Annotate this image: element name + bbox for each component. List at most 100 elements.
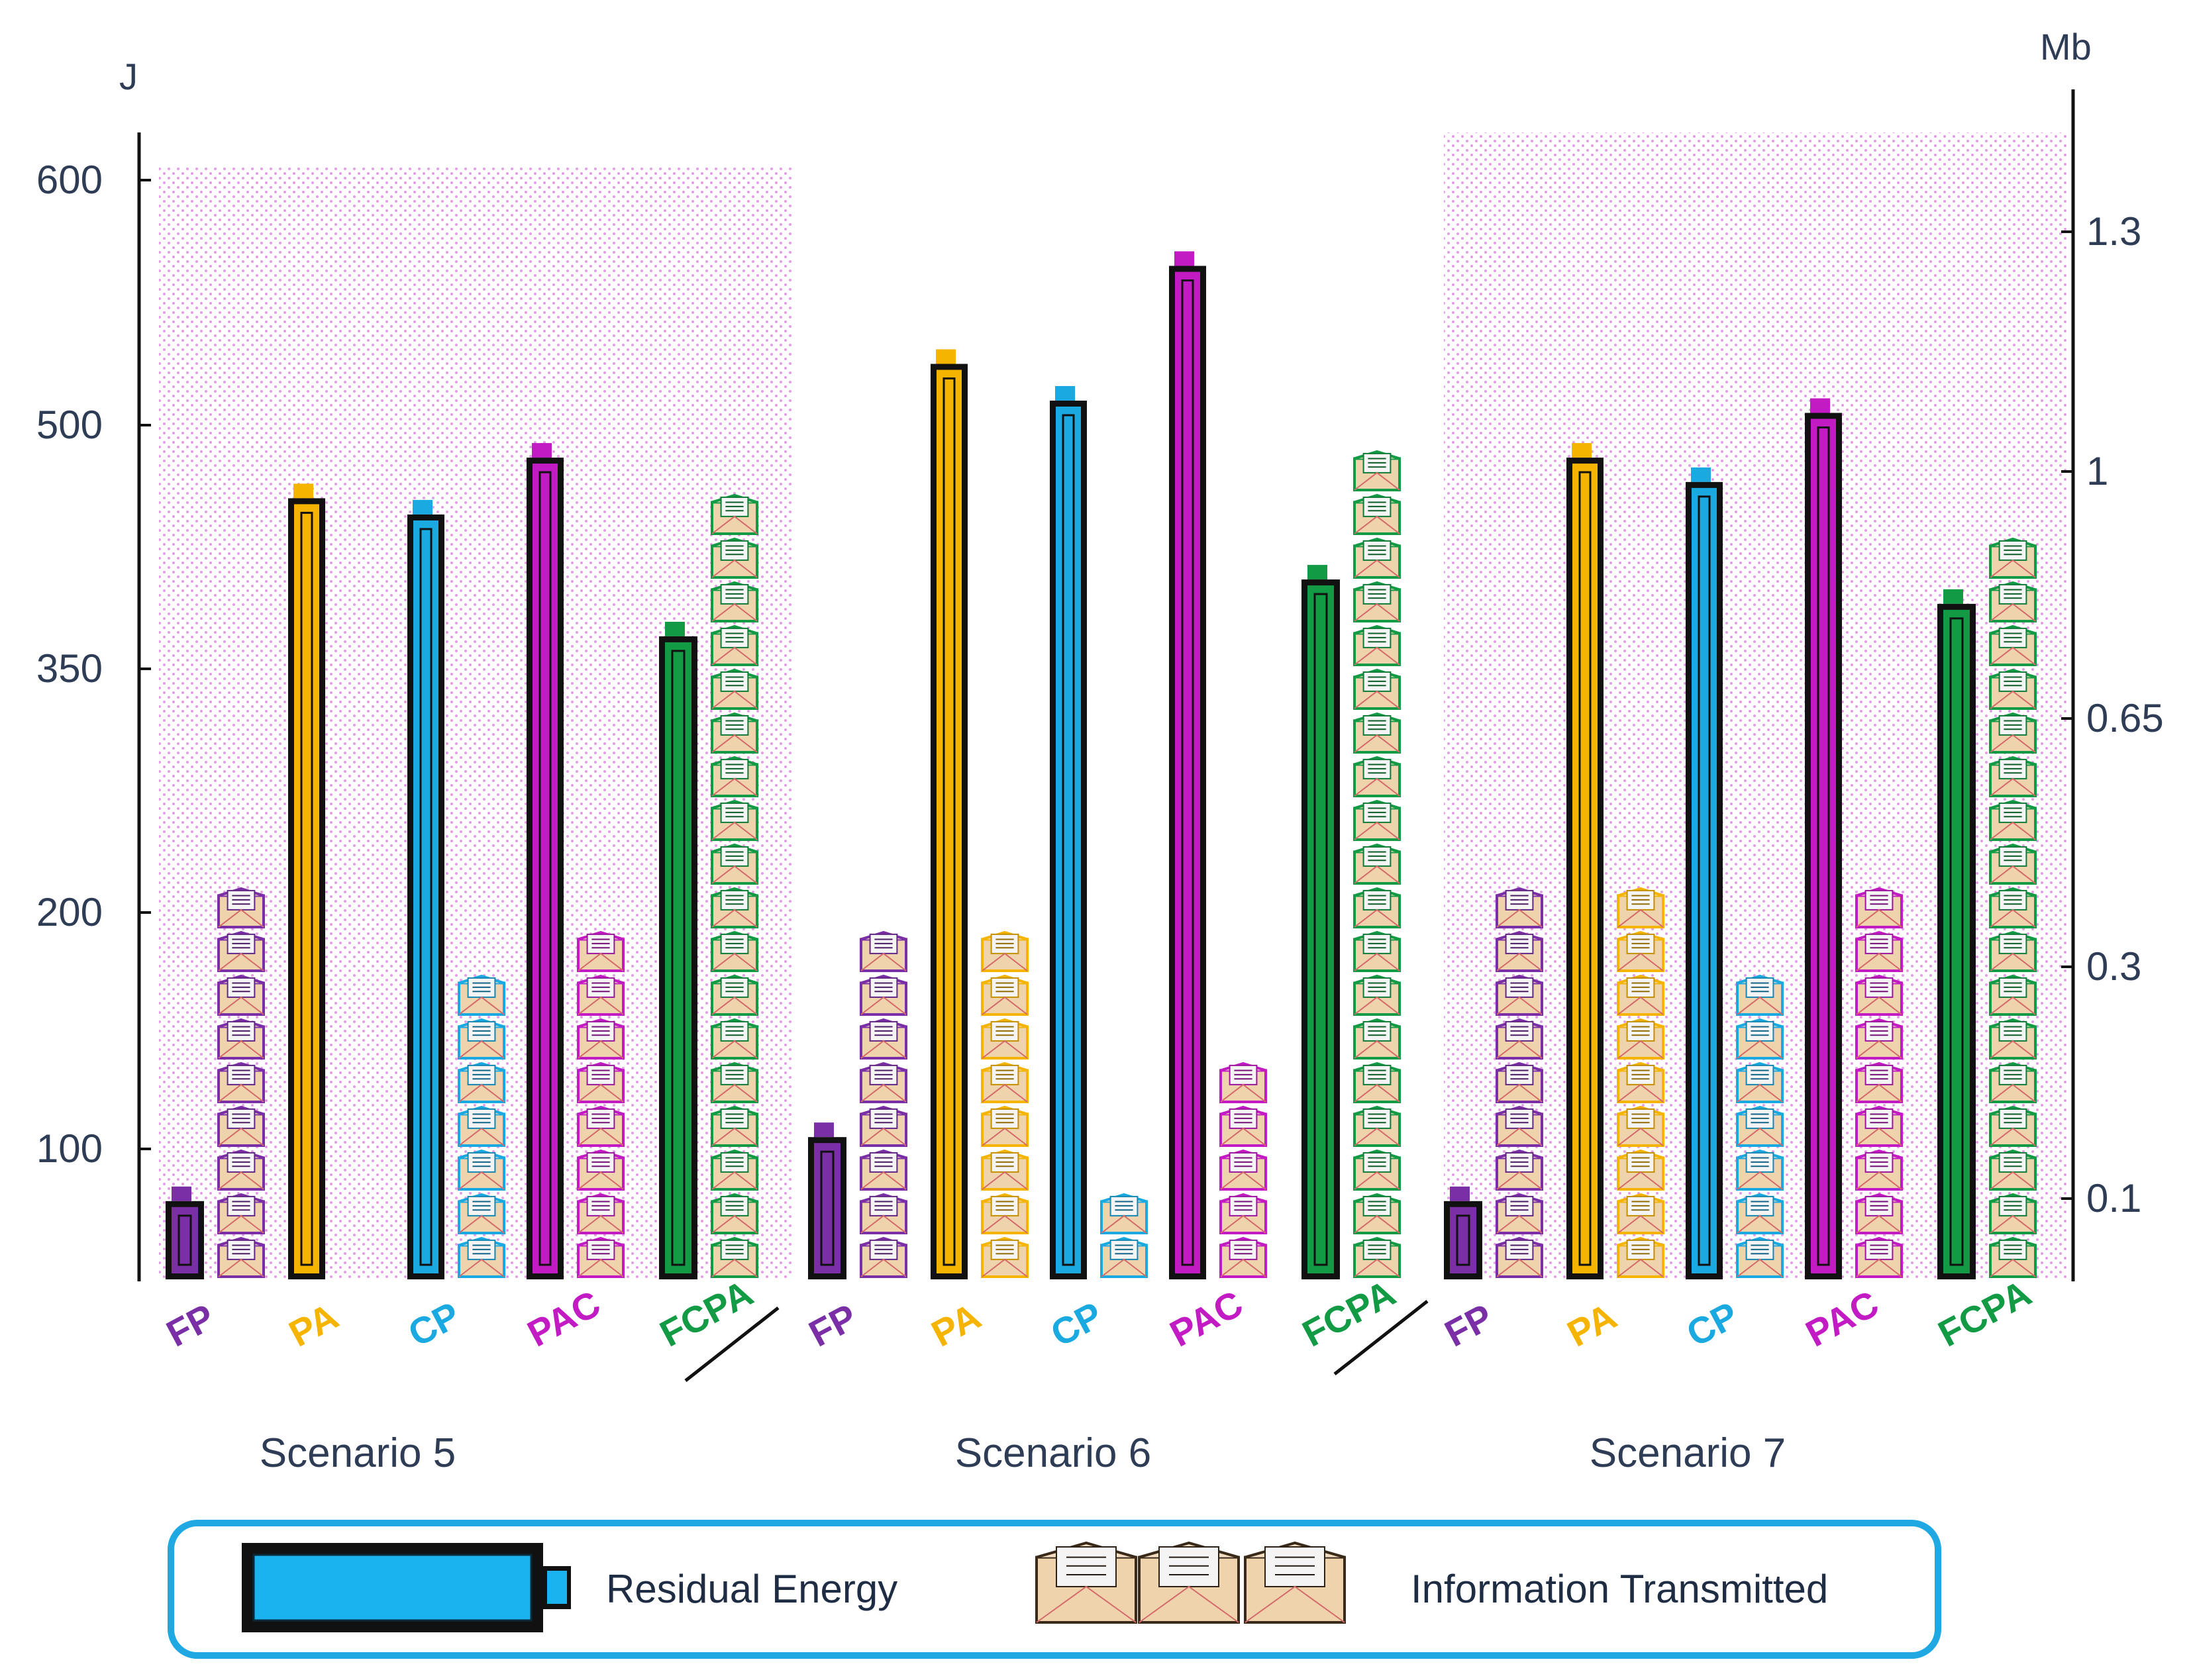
scenario-separator-1 xyxy=(684,1307,780,1382)
envelope xyxy=(577,1105,625,1147)
envelope xyxy=(981,1236,1029,1278)
envelope xyxy=(1989,756,2037,797)
left-tick-label: 200 xyxy=(36,890,103,934)
envelope xyxy=(1989,624,2037,667)
envelope xyxy=(217,1062,265,1103)
info-stack-scenario-7-fcpa xyxy=(1989,537,2037,1278)
envelope xyxy=(217,1105,265,1147)
legend-residual-energy: Residual Energy xyxy=(606,1567,897,1611)
bar-scenario-5-fcpa xyxy=(659,621,697,1279)
envelope xyxy=(711,756,758,797)
envelope xyxy=(1617,1149,1664,1191)
envelope xyxy=(1219,1149,1267,1191)
envelope xyxy=(1617,1018,1664,1060)
envelope xyxy=(458,1236,505,1278)
info-stack-scenario-7-pa xyxy=(1617,887,1664,1278)
envelope xyxy=(1353,974,1401,1016)
bar-scenario-6-pa xyxy=(931,349,968,1279)
envelope xyxy=(981,974,1029,1016)
envelope xyxy=(1496,1018,1543,1060)
envelope xyxy=(1100,1193,1148,1234)
envelope xyxy=(1989,1062,2037,1103)
battery-cap xyxy=(172,1186,191,1201)
left-axis-unit: J xyxy=(119,56,138,97)
info-stack-scenario-5-pac xyxy=(577,930,625,1278)
envelope xyxy=(1989,537,2037,579)
envelope xyxy=(1617,1236,1664,1278)
envelope xyxy=(217,1018,265,1060)
envelope xyxy=(1496,887,1543,928)
envelope xyxy=(1353,1149,1401,1191)
envelope xyxy=(1855,974,1903,1016)
battery-cap xyxy=(1307,565,1327,580)
bar-scenario-5-cp xyxy=(407,499,444,1279)
envelope xyxy=(1353,930,1401,972)
envelope xyxy=(1736,974,1784,1016)
envelope xyxy=(1736,1018,1784,1060)
envelope xyxy=(577,1236,625,1278)
envelope xyxy=(711,537,758,579)
method-label-fp: FP xyxy=(802,1295,864,1354)
right-axis-ticks: 0.1 0.3 0.65 1 1.3 xyxy=(2061,209,2164,1220)
method-label-pac: PAC xyxy=(521,1282,607,1354)
info-stack-scenario-5-fp xyxy=(217,887,265,1278)
envelope xyxy=(860,930,907,972)
right-tick-label: 0.3 xyxy=(2086,944,2141,989)
envelope xyxy=(458,1105,505,1147)
envelope xyxy=(711,843,758,885)
envelope xyxy=(1855,1149,1903,1191)
bar-scenario-7-fp xyxy=(1444,1186,1482,1279)
battery-cap xyxy=(1943,589,1963,604)
battery-cap xyxy=(936,349,956,364)
envelope xyxy=(1100,1236,1148,1278)
envelope xyxy=(1496,1193,1543,1234)
method-label-fcpa: FCPA xyxy=(653,1271,760,1354)
method-label-pac: PAC xyxy=(1163,1282,1249,1354)
envelope xyxy=(1617,1062,1664,1103)
envelope xyxy=(1617,1105,1664,1147)
scenario-label-6: Scenario 6 xyxy=(955,1430,1151,1476)
legend: Residual Energy Information Transmitted xyxy=(168,1520,1941,1659)
envelope xyxy=(711,1236,758,1278)
left-tick-label: 600 xyxy=(36,158,103,202)
envelope xyxy=(577,1062,625,1103)
envelope xyxy=(458,1062,505,1103)
info-stack-scenario-6-fp xyxy=(860,930,907,1278)
envelope xyxy=(1736,1105,1784,1147)
envelope xyxy=(1353,1062,1401,1103)
envelope xyxy=(711,974,758,1016)
envelope xyxy=(860,1149,907,1191)
envelope xyxy=(1989,799,2037,841)
envelope xyxy=(1244,1541,1346,1624)
envelope xyxy=(1353,493,1401,536)
envelope xyxy=(1855,930,1903,972)
method-label-pa: PA xyxy=(1560,1295,1623,1354)
envelope xyxy=(711,668,758,711)
envelope xyxy=(711,1149,758,1191)
method-label-fcpa: FCPA xyxy=(1296,1271,1402,1354)
envelope xyxy=(1989,1236,2037,1278)
envelope xyxy=(1496,1062,1543,1103)
envelope xyxy=(217,887,265,928)
envelope xyxy=(711,712,758,754)
envelope xyxy=(860,1193,907,1234)
method-label-pac: PAC xyxy=(1799,1282,1885,1354)
envelope xyxy=(981,1193,1029,1234)
envelope xyxy=(1855,887,1903,928)
envelope xyxy=(860,1062,907,1103)
left-tick-label: 350 xyxy=(36,646,103,691)
envelope xyxy=(1617,930,1664,972)
info-stack-scenario-7-fp xyxy=(1496,887,1543,1278)
envelope xyxy=(1855,1062,1903,1103)
envelope xyxy=(1353,712,1401,754)
bar-scenario-5-fp xyxy=(166,1186,204,1279)
envelope xyxy=(1219,1193,1267,1234)
battery-cap xyxy=(1174,251,1194,266)
envelope xyxy=(1353,1018,1401,1060)
envelope xyxy=(577,1018,625,1060)
envelope xyxy=(1989,1193,2037,1234)
scenario-separator-2 xyxy=(1333,1300,1429,1375)
envelope xyxy=(1989,668,2037,711)
info-stack-scenario-7-cp xyxy=(1736,974,1784,1278)
method-labels: FP PA CP PAC FCPA FP PA CP PAC FCPA FP PA CP PAC FCPA xyxy=(160,1271,2038,1354)
